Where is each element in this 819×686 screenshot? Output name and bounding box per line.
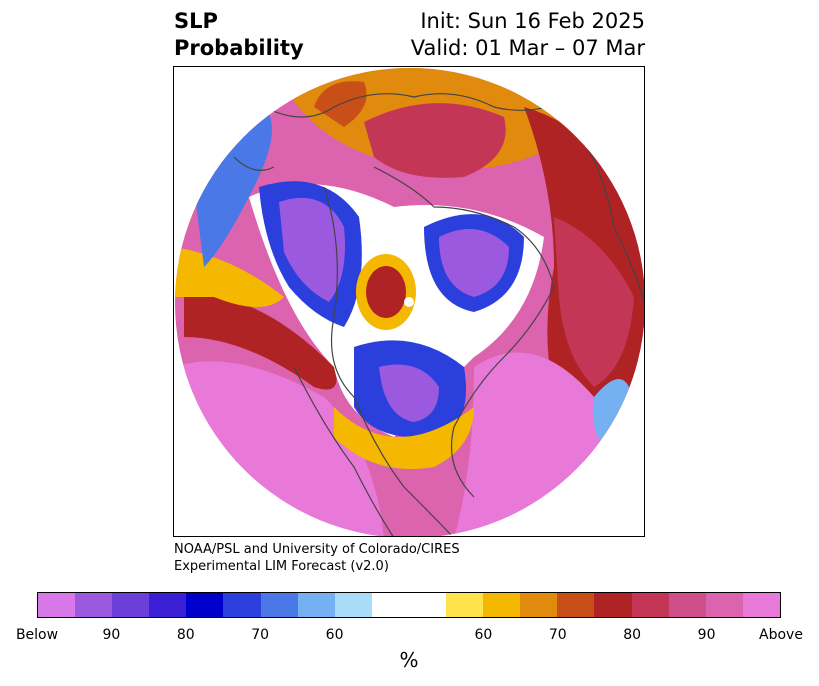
colorbar-swatch [446,593,484,617]
probability-field [175,68,644,536]
above-ring-pacific [184,295,337,390]
colorbar-swatch [594,593,632,617]
credit-line-1: NOAA/PSL and University of Colorado/CIRE… [174,542,460,557]
credit-text: NOAA/PSL and University of Colorado/CIRE… [174,541,460,575]
credit-line-2: Experimental LIM Forecast (v2.0) [174,559,389,574]
colorbar-swatch [742,593,780,617]
above-edge-pacific [175,247,284,307]
colorbar-unit: % [399,648,419,672]
colorbar-tick-label: 60 [325,627,344,643]
colorbar-swatch [371,593,409,617]
above-core-east [554,217,634,387]
title-line-1: SLP [174,9,218,33]
colorbar-tick-label: 60 [474,627,493,643]
colorbar-swatch [260,593,298,617]
colorbar-swatch [483,593,521,617]
colorbar-swatch [631,593,669,617]
colorbar-swatch [408,593,447,617]
colorbar-tick-label: 70 [548,627,567,643]
colorbar-swatch [520,593,558,617]
above-core-north [364,103,506,178]
colorbar-swatch [186,593,224,617]
colorbar-swatch [75,593,113,617]
pole-marker [404,297,414,307]
probability-map-svg [175,68,644,536]
forecast-dates: Init: Sun 16 Feb 2025 Valid: 01 Mar – 07… [411,8,645,62]
colorbar-tick-label: Above [759,627,803,643]
colorbar-tick-label: Below [15,627,59,643]
colorbar-swatch [149,593,187,617]
colorbar-tick-label: 80 [623,627,642,643]
colorbar-swatch [334,593,372,617]
colorbar-tick-label: 90 [102,627,121,643]
colorbar-swatch [557,593,595,617]
above-spot-core [366,266,406,318]
valid-date: Valid: 01 Mar – 07 Mar [410,36,645,60]
colorbar-swatch [112,593,150,617]
title-line-2: Probability [174,36,304,60]
colorbar-swatch [705,593,743,617]
below-core-west [279,197,345,302]
below-core-south [379,364,439,422]
colorbar-swatch [38,593,76,617]
colorbar-tick-label: 70 [251,627,270,643]
polar-map [173,66,645,537]
colorbar-tick-label: 80 [176,627,195,643]
colorbar-swatch [223,593,261,617]
colorbar-tick-label: 90 [697,627,716,643]
colorbar-swatch [668,593,706,617]
colorbar-swatch [297,593,335,617]
below-patch-east [592,379,629,447]
below-core-north [439,229,509,297]
map-title: SLP Probability [174,8,304,62]
above-ring-south [334,407,474,469]
coastlines [233,93,644,536]
probability-colorbar [37,592,781,618]
init-date: Init: Sun 16 Feb 2025 [420,9,645,33]
below-band-west [194,107,272,267]
